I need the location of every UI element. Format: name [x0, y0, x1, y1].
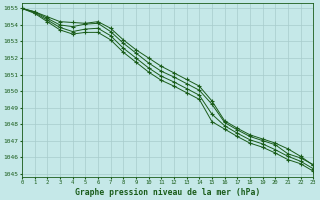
X-axis label: Graphe pression niveau de la mer (hPa): Graphe pression niveau de la mer (hPa) — [75, 188, 260, 197]
